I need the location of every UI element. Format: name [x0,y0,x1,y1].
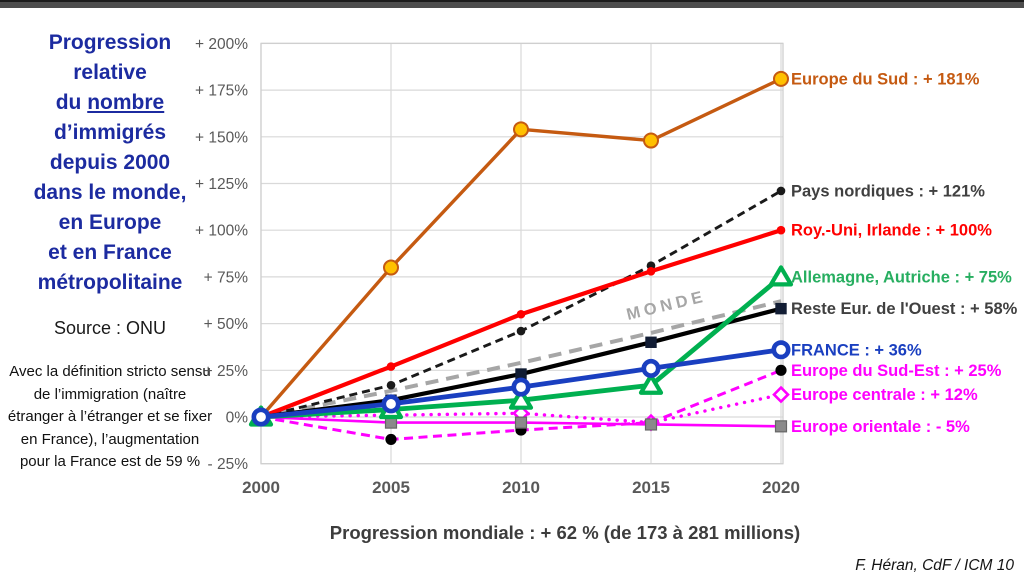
legend-label: Europe du Sud-Est : + 25% [791,362,1002,380]
top-bar [0,0,1024,8]
marker [771,340,791,360]
title-line: d’immigrés [53,121,167,144]
series-6 [251,340,791,427]
marker [251,407,271,427]
title-line: relative [73,61,147,84]
page-title: Progression relative du nombre d’immigré… [4,28,216,298]
x-axis-tick-label: 2000 [242,478,280,497]
legend-label: Allemagne, Autriche : + 75% [791,268,1012,286]
title-line: depuis 2000 [49,151,171,174]
marker [646,266,656,276]
y-axis-tick-label: + 175% [195,83,248,100]
marker [768,265,794,287]
marker [514,416,528,429]
series-4 [260,299,782,419]
marker [775,364,787,376]
marker [641,358,661,378]
x-axis: 2000 2005 2010 2015 2020 [242,478,800,497]
definition-note: Avec la définition stricto sensu de l’im… [7,363,213,470]
plot-border [260,42,784,465]
source-label: Source : ONU [53,318,167,338]
y-axis-tick-label: + 150% [195,129,248,146]
title-line: du nombre [55,91,165,114]
marker [386,380,396,390]
marker [515,368,527,380]
y-axis-tick-label: + 200% [195,36,248,53]
title-line: Progression [48,31,172,54]
chart-caption: Progression mondiale : + 62 % (de 173 à … [329,522,801,543]
y-axis-tick-label: 0% [226,410,249,427]
credit-line: F. Héran, CdF / ICM 10 [855,557,1014,574]
legend-label: Europe centrale : + 12% [791,386,978,404]
legend-label: FRANCE : + 36% [791,341,922,359]
monde-inline-label: MONDE [625,287,708,324]
y-axis-tick-label: + 50% [204,316,249,333]
marker [508,388,534,410]
marker [385,433,397,446]
marker [383,259,399,276]
marker [638,373,664,395]
marker [776,225,786,235]
x-axis-tick-label: 2020 [762,478,800,497]
series-line [260,299,782,419]
y-axis-tick-label: + 25% [204,363,249,380]
title-line: métropolitaine [37,271,183,294]
x-axis-tick-label: 2010 [502,478,540,497]
title-line: et en France [48,241,172,264]
series-2 [256,225,786,422]
marker [645,336,657,348]
marker [775,302,787,315]
marker [644,418,658,431]
y-axis-tick-label: + 100% [195,223,248,240]
marker [772,385,790,404]
left-panel: Progression relative du nombre d’immigré… [4,28,216,474]
title-line: dans le monde, [33,181,187,204]
marker [511,377,531,397]
marker [386,362,396,371]
marker [774,420,788,433]
marker [516,309,526,319]
x-axis-tick-label: 2005 [372,478,410,497]
title-line: en Europe [58,211,162,234]
marker [381,394,401,414]
underlined-word: nombre [87,91,165,114]
y-axis: + 200% + 175% + 150% + 125% + 100% + 75% + 50%… [195,36,248,473]
marker [643,132,659,149]
legend-label: Europe orientale : - 5% [791,418,970,436]
marker [776,186,786,196]
y-axis-tick-label: - 25% [208,456,249,473]
legend-label: Reste Eur. de l'Ouest : + 58% [791,300,1018,318]
legend-label: Europe du Sud : + 181% [791,70,980,88]
y-axis-tick-label: + 125% [195,176,248,193]
marker [773,70,789,87]
line-chart: + 200% + 175% + 150% + 125% + 100% + 75% + 50%… [195,36,1018,497]
legend-label: Pays nordiques : + 121% [791,182,985,200]
marker [516,326,526,336]
marker [513,121,529,138]
y-axis-tick-label: + 75% [204,269,249,286]
legend-label: Roy.-Uni, Irlande : + 100% [791,222,992,240]
x-axis-tick-label: 2015 [632,478,670,497]
